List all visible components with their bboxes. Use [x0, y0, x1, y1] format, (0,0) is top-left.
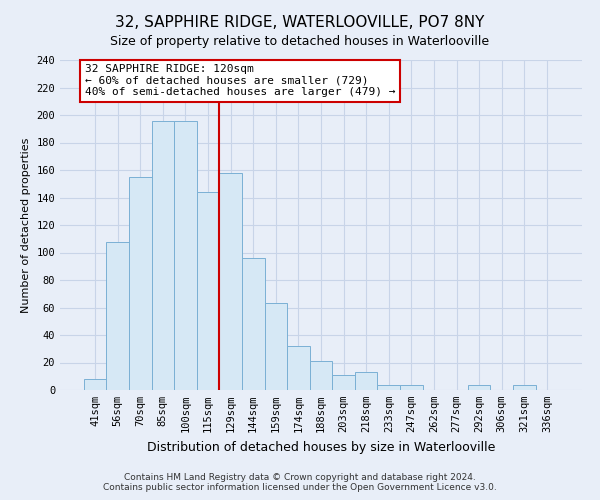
Bar [152, 120, 174, 390]
Bar [400, 384, 422, 390]
X-axis label: Distribution of detached houses by size in Waterlooville: Distribution of detached houses by size … [147, 440, 495, 454]
Text: 32, SAPPHIRE RIDGE, WATERLOOVILLE, PO7 8NY: 32, SAPPHIRE RIDGE, WATERLOOVILLE, PO7 8… [115, 15, 485, 30]
Text: Size of property relative to detached houses in Waterlooville: Size of property relative to detached ho… [110, 35, 490, 48]
Bar [355, 372, 377, 390]
Bar [265, 304, 287, 390]
Bar [513, 384, 536, 390]
Bar [332, 375, 355, 390]
Bar [287, 346, 310, 390]
Text: Contains HM Land Registry data © Crown copyright and database right 2024.
Contai: Contains HM Land Registry data © Crown c… [103, 473, 497, 492]
Bar [106, 242, 129, 390]
Bar [310, 361, 332, 390]
Bar [377, 384, 400, 390]
Text: 32 SAPPHIRE RIDGE: 120sqm
← 60% of detached houses are smaller (729)
40% of semi: 32 SAPPHIRE RIDGE: 120sqm ← 60% of detac… [85, 64, 395, 98]
Bar [242, 258, 265, 390]
Bar [84, 379, 106, 390]
Bar [129, 177, 152, 390]
Bar [220, 173, 242, 390]
Bar [174, 120, 197, 390]
Bar [197, 192, 220, 390]
Y-axis label: Number of detached properties: Number of detached properties [21, 138, 31, 312]
Bar [468, 384, 490, 390]
